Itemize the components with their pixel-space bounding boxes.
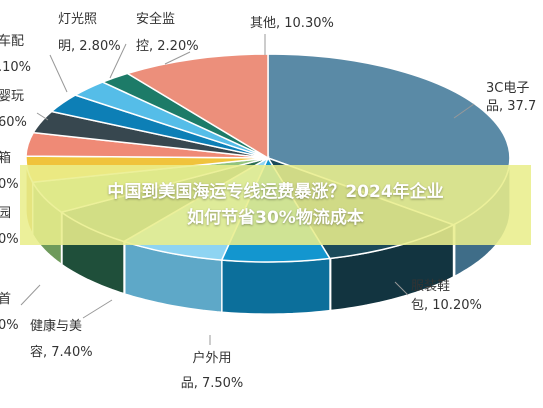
slice-label-0-line-0: 3C电子 — [486, 81, 529, 96]
slice-label-11-line-0: 安全监 — [136, 11, 175, 27]
slice-label-4-line-0: 首 — [0, 292, 11, 307]
slice-label-9-line-1: .10% — [0, 60, 31, 75]
leader-line-3 — [82, 299, 113, 319]
slice-label-11-line-1: 控, 2.20% — [136, 39, 199, 54]
slice-label-8-line-0: 婴玩 — [0, 89, 24, 104]
slice-label-1-line-1: 包, 10.20% — [411, 298, 482, 313]
slice-label-10-line-1: 明, 2.80% — [58, 39, 121, 54]
overlay-title-line-1: 中国到美国海运专线运费暴涨？2024年企业 — [107, 182, 444, 202]
slice-label-10-line-0: 灯光照 — [58, 12, 97, 27]
slice-label-3-line-1: 容, 7.40% — [30, 344, 93, 360]
leader-line-10 — [109, 43, 127, 79]
slice-label-6-line-0: 箱 — [0, 150, 11, 166]
slice-label-3-line-0: 健康与美 — [30, 318, 82, 334]
slice-label-5-line-0: 园 — [0, 206, 11, 221]
article-title-overlay[interactable]: 中国到美国海运专线运费暴涨？2024年企业 如何节省30%物流成本 — [20, 165, 531, 245]
slice-label-1-line-0: 服装鞋 — [411, 278, 450, 294]
leader-line-1 — [394, 281, 409, 296]
slice-label-8-line-1: 60% — [0, 115, 27, 130]
pie-slice-12[interactable] — [125, 53, 269, 160]
slice-label-12-line-0: 其他, 10.30% — [250, 16, 334, 31]
leader-line-11 — [164, 51, 191, 65]
slice-label-9-line-0: 车配 — [0, 33, 24, 49]
leader-line-4 — [20, 284, 41, 306]
slice-label-4-line-1: 0% — [0, 318, 19, 333]
slice-label-0-line-1: 品, 37.7 — [486, 99, 536, 114]
pie-side-2 — [221, 257, 331, 315]
slice-label-5-line-1: 0% — [0, 232, 19, 247]
leader-line-0 — [453, 103, 475, 119]
leader-line-9 — [49, 54, 68, 93]
overlay-title-line-2: 如何节省30%物流成本 — [187, 208, 364, 228]
slice-label-6-line-1: 0% — [0, 177, 19, 192]
slice-label-2-line-0: 户外用 — [192, 350, 231, 366]
leader-line-8 — [36, 112, 49, 121]
slice-label-2-line-1: 品, 7.50% — [181, 376, 244, 391]
